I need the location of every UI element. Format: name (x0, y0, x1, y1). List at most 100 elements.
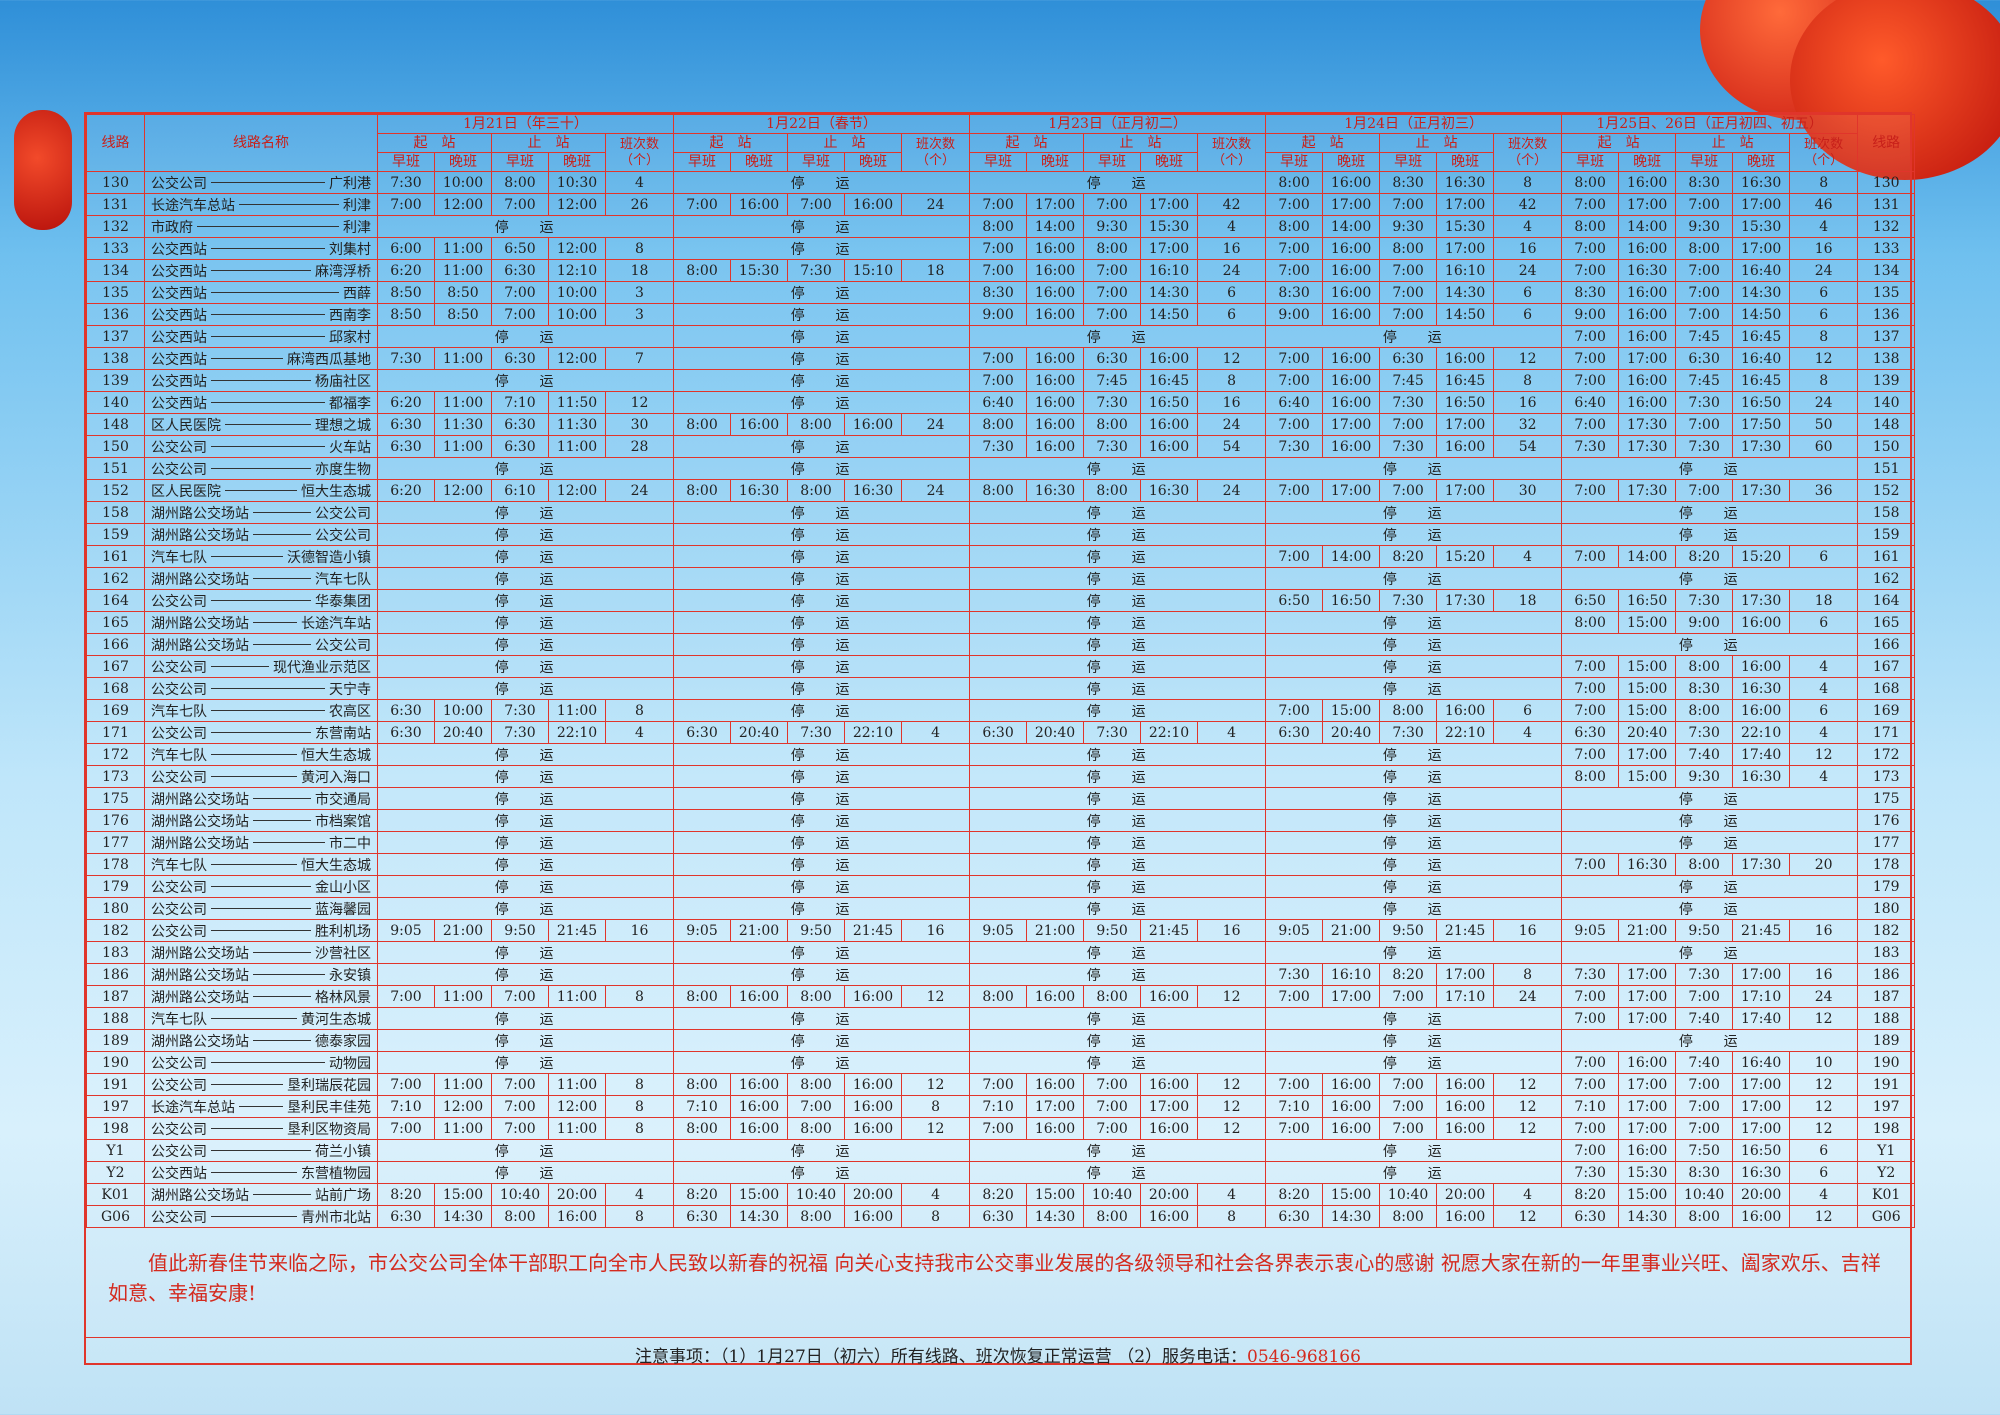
trip-count: 12 (1789, 1007, 1859, 1030)
suspended: 停运 (969, 699, 1267, 722)
trip-count: 24 (1789, 391, 1859, 414)
time: 7:00 (1561, 699, 1620, 722)
end-header: 止 站 (787, 133, 903, 153)
route-name-box: 公交西站 刘集村 (146, 239, 377, 259)
suspended: 停运 (376, 611, 675, 634)
time: 7:00 (491, 1095, 549, 1118)
time: 8:00 (1379, 1205, 1438, 1228)
time: 9:30 (1379, 215, 1438, 238)
route-row: 175 湖州路公交场站 市交通局 停运 停运 停运 停运 停运 175 (86, 787, 1916, 810)
trip-count: 54 (1197, 435, 1267, 458)
early-header: 早班 (1083, 152, 1142, 172)
time: 17:00 (1140, 1095, 1199, 1118)
time: 21:45 (1436, 919, 1495, 942)
trip-count: 12 (1197, 1117, 1267, 1140)
suspended: 停运 (376, 897, 675, 920)
route-to: 青州市北站 (301, 1209, 371, 1226)
time: 7:00 (969, 1117, 1028, 1140)
time: 14:30 (1322, 1205, 1381, 1228)
time: 6:40 (969, 391, 1028, 414)
suspended: 停运 (969, 1139, 1267, 1162)
trip-count: 16 (1197, 919, 1267, 942)
time: 7:30 (1379, 721, 1438, 744)
route-row: 187 湖州路公交场站 格林风景 7:00 11:00 7:00 11:00 8 8:00 16:… (86, 985, 1916, 1008)
time: 16:30 (1732, 765, 1791, 788)
time: 7:00 (1265, 259, 1324, 282)
time: 16:00 (1026, 369, 1085, 392)
time: 8:00 (1675, 699, 1734, 722)
time: 8:00 (1083, 985, 1142, 1008)
route-dash (253, 644, 311, 645)
trip-count: 24 (604, 479, 675, 502)
late-header: 晚班 (1322, 152, 1381, 172)
trip-count: 12 (604, 391, 675, 414)
suspended: 停运 (376, 369, 675, 392)
route-number: K01 (86, 1183, 145, 1206)
time: 6:20 (377, 391, 435, 414)
suspended: 停运 (673, 831, 971, 854)
suspended: 停运 (673, 347, 971, 370)
route-name: 湖州路公交场站 公交公司 (144, 501, 378, 524)
route-name-box: 湖州路公交场站 公交公司 (146, 635, 377, 655)
time: 8:00 (787, 1117, 846, 1140)
time: 7:30 (1561, 963, 1620, 986)
time: 14:30 (1436, 281, 1495, 304)
time: 6:50 (1561, 589, 1620, 612)
suspended: 停运 (969, 1029, 1267, 1052)
route-name-box: 湖州路公交场站 公交公司 (146, 503, 377, 523)
time: 16:00 (1322, 369, 1381, 392)
route-number: 162 (86, 567, 145, 590)
trip-count: 6 (1197, 281, 1267, 304)
trip-count: 24 (1197, 479, 1267, 502)
time: 8:30 (969, 281, 1028, 304)
suspended: 停运 (1265, 567, 1563, 590)
trip-count: 6 (1493, 281, 1563, 304)
suspended: 停运 (673, 633, 971, 656)
route-row: 188 汽车七队 黄河生态城 停运 停运 停运 停运 7:00 17:00 7:40 17:40 12… (86, 1007, 1916, 1030)
time: 7:00 (787, 193, 846, 216)
route-number: 133 (86, 237, 145, 260)
route-to: 市二中 (329, 835, 371, 852)
early-header: 早班 (1675, 152, 1734, 172)
route-number: 132 (86, 215, 145, 238)
time: 7:30 (1675, 391, 1734, 414)
time: 16:00 (730, 1095, 789, 1118)
route-to: 公交公司 (315, 505, 371, 522)
suspended: 停运 (969, 1161, 1267, 1184)
time: 16:00 (1322, 347, 1381, 370)
time: 11:00 (548, 699, 606, 722)
route-from: 公交西站 (151, 307, 207, 324)
notice-text: 注意事项：（1）1月27日（初六）所有线路、班次恢复正常运营 （2）服务电话： (635, 1347, 1248, 1367)
time: 17:00 (1618, 1095, 1677, 1118)
late-header: 晚班 (1436, 152, 1495, 172)
header-row: 早班 晚班 早班 晚班 早班 晚班 早班 晚班 早班 晚班 早班 晚班 早班 晚班 早班 晚班 早班 晚班 早班 晚班 (87, 152, 1915, 172)
route-to: 垦利瑞辰花园 (287, 1077, 371, 1094)
end-header: 止 站 (1379, 133, 1495, 153)
route-from: 公交公司 (151, 923, 207, 940)
time: 7:30 (1083, 391, 1142, 414)
route-row: G06 公交公司 青州市北站 6:30 14:30 8:00 16:00 8 6:30 14:30… (86, 1205, 1916, 1228)
route-dash (239, 1106, 283, 1107)
phone: 0546-968166 (1247, 1347, 1361, 1367)
time: 6:30 (491, 435, 549, 458)
route-name: 长途汽车总站 利津 (144, 193, 378, 216)
time: 20:40 (1026, 721, 1085, 744)
time: 7:10 (673, 1095, 732, 1118)
route-name: 公交公司 天宁寺 (144, 677, 378, 700)
route-row: 164 公交公司 华泰集团 停运 停运 停运 6:50 16:50 7:30 17:30 18 6:5… (86, 589, 1916, 612)
time: 9:05 (673, 919, 732, 942)
trip-count: 3 (604, 281, 675, 304)
time: 21:45 (1732, 919, 1791, 942)
time: 16:00 (1322, 171, 1381, 194)
time: 7:30 (969, 435, 1028, 458)
time: 7:00 (1379, 259, 1438, 282)
time: 7:00 (1561, 259, 1620, 282)
time: 16:00 (1322, 391, 1381, 414)
route-name: 公交西站 刘集村 (144, 237, 378, 260)
suspended: 停运 (376, 1029, 675, 1052)
time: 11:00 (548, 435, 606, 458)
time: 16:00 (1732, 1205, 1791, 1228)
route-name: 湖州路公交场站 格林风景 (144, 985, 378, 1008)
time: 6:20 (377, 259, 435, 282)
time: 10:00 (434, 699, 492, 722)
